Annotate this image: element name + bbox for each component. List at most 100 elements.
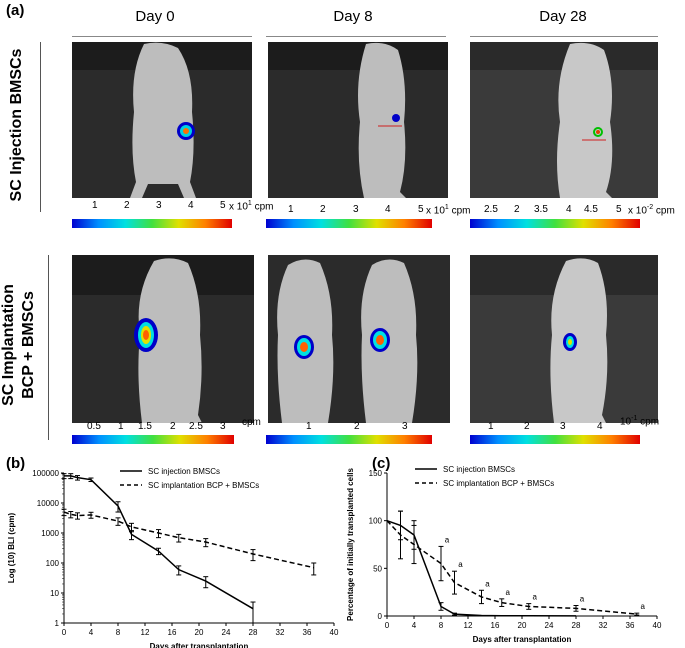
x-tick-label: 40 [330,628,339,637]
y-axis-label: Log (10) BLI (cpm) [7,513,16,584]
y-tick-label: 10000 [37,499,60,508]
significance-annotation: a [641,602,646,611]
x-tick-label: 0 [385,621,390,630]
colorbar-tick: 1 [288,204,294,215]
day-28-label: Day 28 [539,8,587,25]
y-tick-label: 1 [55,619,60,628]
x-tick-label: 8 [439,621,444,630]
colorbar-gradient [72,435,234,444]
y-axis-label: Percentage of initially transplanted cel… [346,467,355,620]
colorbar-tick: 1 [306,421,312,432]
day-8-underline [266,36,446,37]
panel-b-label: (b) [6,455,26,472]
colorbar-tick: 2 [124,200,130,211]
colorbar-tick: 0.5 [87,421,101,432]
colorbar-tick: 2 [320,204,326,215]
colorbar-tick: 2 [354,421,360,432]
x-axis-label: Days after transplantation [473,635,572,644]
colorbar-tick: 1.5 [138,421,152,432]
mouse-silhouette [268,255,450,423]
series-line [386,520,637,615]
x-tick-label: 16 [491,621,500,630]
series-line [63,511,314,569]
legend-label: SC injection BMSCs [443,465,515,474]
y-tick-label: 50 [373,564,382,573]
series-line [64,475,254,610]
x-tick-label: 28 [572,621,581,630]
colorbar-unit: x 10-2 cpm [628,204,675,217]
colorbar-tick: 5 [616,204,622,215]
significance-annotation: a [580,595,585,604]
x-tick-label: 36 [303,628,312,637]
colorbar-tick: 2 [514,204,520,215]
x-tick-label: 4 [412,621,417,630]
x-tick-label: 20 [518,621,527,630]
x-tick-label: 40 [653,621,662,630]
row-2-label-line2: BCP + BMSCs [20,291,37,399]
colorbar-tick: 5 [220,200,226,211]
significance-annotation: a [506,588,511,597]
x-tick-label: 0 [62,628,67,637]
y-tick-label: 150 [369,469,383,478]
colorbar-tick: 1 [92,200,98,211]
x-tick-label: 8 [116,628,121,637]
colorbar-tick: 3 [156,200,162,211]
colorbar-gradient [266,435,432,444]
x-tick-label: 32 [276,628,285,637]
colorbar-tick: 4 [385,204,391,215]
significance-annotation: a [533,593,538,602]
mouse-silhouette [72,42,252,198]
x-tick-label: 32 [599,621,608,630]
colorbar-tick: 3 [220,421,226,432]
legend-label: SC implantation BCP + BMSCs [443,479,554,488]
bli-image-implantation-day0 [72,255,254,423]
row-2-label-line1: SC Implantation [0,284,17,406]
bli-image-implantation-day8 [268,255,450,423]
legend-label: SC injection BMSCs [148,467,220,476]
colorbar-unit: x 101 cpm [426,204,471,217]
panel-c-label: (c) [372,455,391,472]
colorbar-gradient [470,219,640,228]
x-tick-label: 12 [464,621,473,630]
colorbar-tick: 3 [353,204,359,215]
x-tick-label: 36 [626,621,635,630]
colorbar-tick: 2.5 [484,204,498,215]
bli-image-injection-day0 [72,42,252,198]
colorbar-tick: 5 [418,204,424,215]
colorbar-gradient [72,219,232,228]
colorbar-tick: 1 [118,421,124,432]
colorbar-tick: 1 [488,421,494,432]
mouse-silhouette [470,42,658,198]
x-tick-label: 24 [222,628,231,637]
colorbar-tick: 3 [560,421,566,432]
row-2-divider [48,255,49,440]
chart-bli-log: 0 4 8 12 16 20 24 28 32 36 40 1 10 100 1000 10000 100000… [7,467,339,648]
x-tick-label: 28 [249,628,258,637]
colorbar-gradient [470,435,640,444]
legend-label: SC implantation BCP + BMSCs [148,481,259,490]
colorbar-tick: 2 [524,421,530,432]
day-0-underline [72,36,252,37]
y-tick-label: 0 [378,612,383,621]
bli-image-implantation-day28 [470,255,658,423]
significance-annotation: a [458,560,463,569]
mouse-silhouette [268,42,448,198]
significance-annotation: a [485,579,490,588]
day-0-label: Day 0 [135,8,175,25]
x-tick-label: 12 [141,628,150,637]
y-tick-label: 100000 [32,469,59,478]
y-tick-label: 100 [46,559,60,568]
colorbar-tick: 3.5 [534,204,548,215]
day-28-underline [470,36,658,37]
significance-annotation: a [445,535,450,544]
x-tick-label: 24 [545,621,554,630]
mouse-silhouette [470,255,658,423]
colorbar-unit: 10-1 cpm [620,415,660,428]
bli-image-injection-day8 [268,42,448,198]
x-tick-label: 20 [195,628,204,637]
colorbar-tick: 4 [597,421,603,432]
colorbar-tick: 4 [566,204,572,215]
colorbar-unit: cpm [242,417,261,428]
colorbar-tick: 4.5 [584,204,598,215]
y-tick-label: 10 [50,589,59,598]
